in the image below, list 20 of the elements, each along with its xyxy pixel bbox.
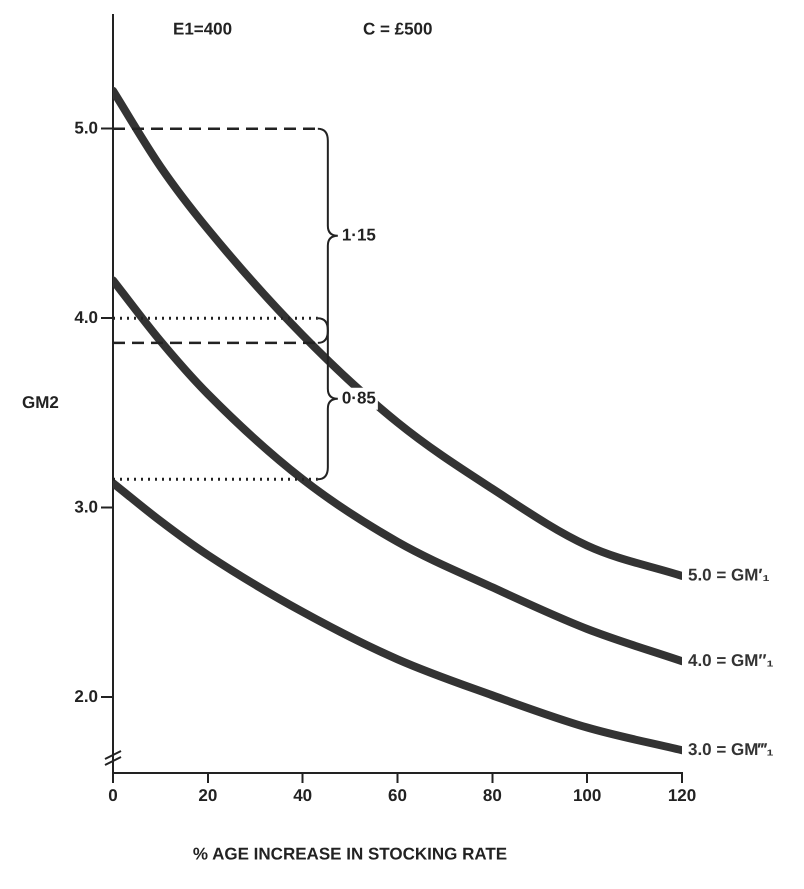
series-label: 4.0 = GM″₁ (688, 650, 774, 670)
annotation: 1·15 (342, 225, 376, 244)
annotation: E1=400 (173, 20, 232, 39)
y-tick-label: 5.0 (74, 118, 98, 138)
series-label: 3.0 = GM‴₁ (688, 740, 774, 759)
x-tick-label: 80 (482, 786, 502, 805)
y-tick-label: 4.0 (74, 308, 98, 327)
x-axis-title: % AGE INCREASE IN STOCKING RATE (192, 844, 508, 864)
x-tick-label: 40 (293, 786, 312, 805)
x-tick-label: 100 (572, 786, 602, 805)
y-tick-label: 2.0 (74, 686, 98, 706)
x-tick-label: 120 (668, 786, 696, 805)
y-tick-label: 3.0 (74, 497, 98, 516)
annotation: 0·85 (342, 388, 376, 408)
x-tick-label: 60 (388, 786, 407, 805)
x-tick-label: 20 (198, 786, 218, 805)
series-label: 5.0 = GM′₁ (688, 566, 770, 585)
y-axis-title: GM2 (22, 393, 59, 412)
annotation: C = £500 (363, 20, 432, 39)
x-tick-label: 0 (108, 786, 118, 805)
